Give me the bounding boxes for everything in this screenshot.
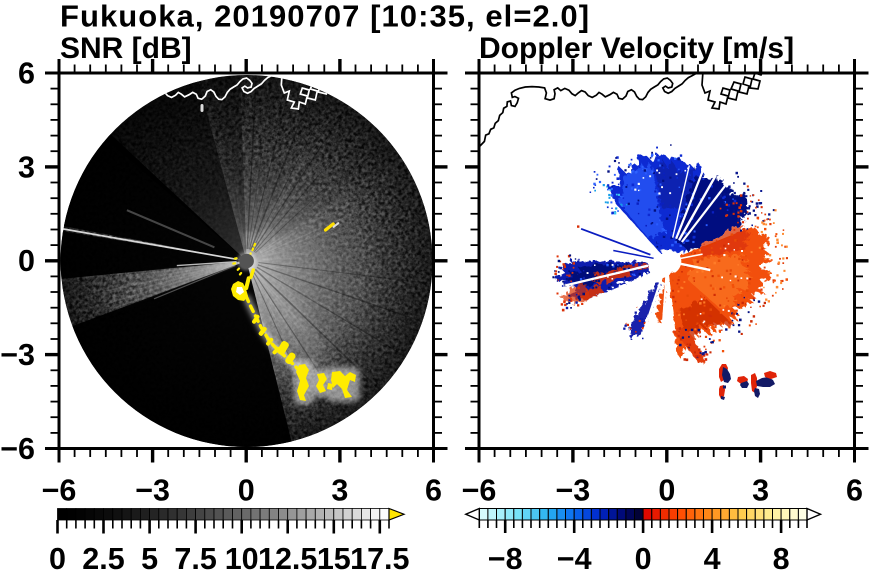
svg-text:−3: −3 xyxy=(0,338,35,372)
svg-text:−6: −6 xyxy=(42,474,77,508)
svg-text:−6: −6 xyxy=(462,474,497,508)
svg-text:6: 6 xyxy=(425,474,442,508)
svg-text:−3: −3 xyxy=(135,474,170,508)
svg-text:8: 8 xyxy=(773,542,790,570)
svg-text:4: 4 xyxy=(704,542,721,570)
svg-text:6: 6 xyxy=(18,57,35,91)
svg-text:12.5: 12.5 xyxy=(258,542,317,570)
svg-text:Fukuoka, 20190707 [10:35, el=2: Fukuoka, 20190707 [10:35, el=2.0] xyxy=(60,0,590,34)
svg-text:7.5: 7.5 xyxy=(174,542,216,570)
svg-text:0: 0 xyxy=(238,474,255,508)
svg-text:3: 3 xyxy=(331,474,348,508)
svg-text:−3: −3 xyxy=(556,474,591,508)
svg-text:−4: −4 xyxy=(557,542,592,570)
svg-text:3: 3 xyxy=(752,474,769,508)
svg-text:2.5: 2.5 xyxy=(82,542,124,570)
svg-text:SNR [dB]: SNR [dB] xyxy=(60,32,192,65)
svg-text:0: 0 xyxy=(635,542,652,570)
svg-text:15: 15 xyxy=(317,542,351,570)
svg-text:0: 0 xyxy=(49,542,66,570)
svg-text:−6: −6 xyxy=(0,432,35,466)
svg-text:−8: −8 xyxy=(488,542,523,570)
svg-text:0: 0 xyxy=(658,474,675,508)
svg-text:17.5: 17.5 xyxy=(350,542,409,570)
svg-text:5: 5 xyxy=(141,542,158,570)
svg-text:0: 0 xyxy=(18,244,35,278)
svg-text:6: 6 xyxy=(846,474,863,508)
svg-text:3: 3 xyxy=(18,150,35,184)
svg-text:10: 10 xyxy=(225,542,259,570)
svg-text:Doppler Velocity [m/s]: Doppler Velocity [m/s] xyxy=(479,32,794,65)
